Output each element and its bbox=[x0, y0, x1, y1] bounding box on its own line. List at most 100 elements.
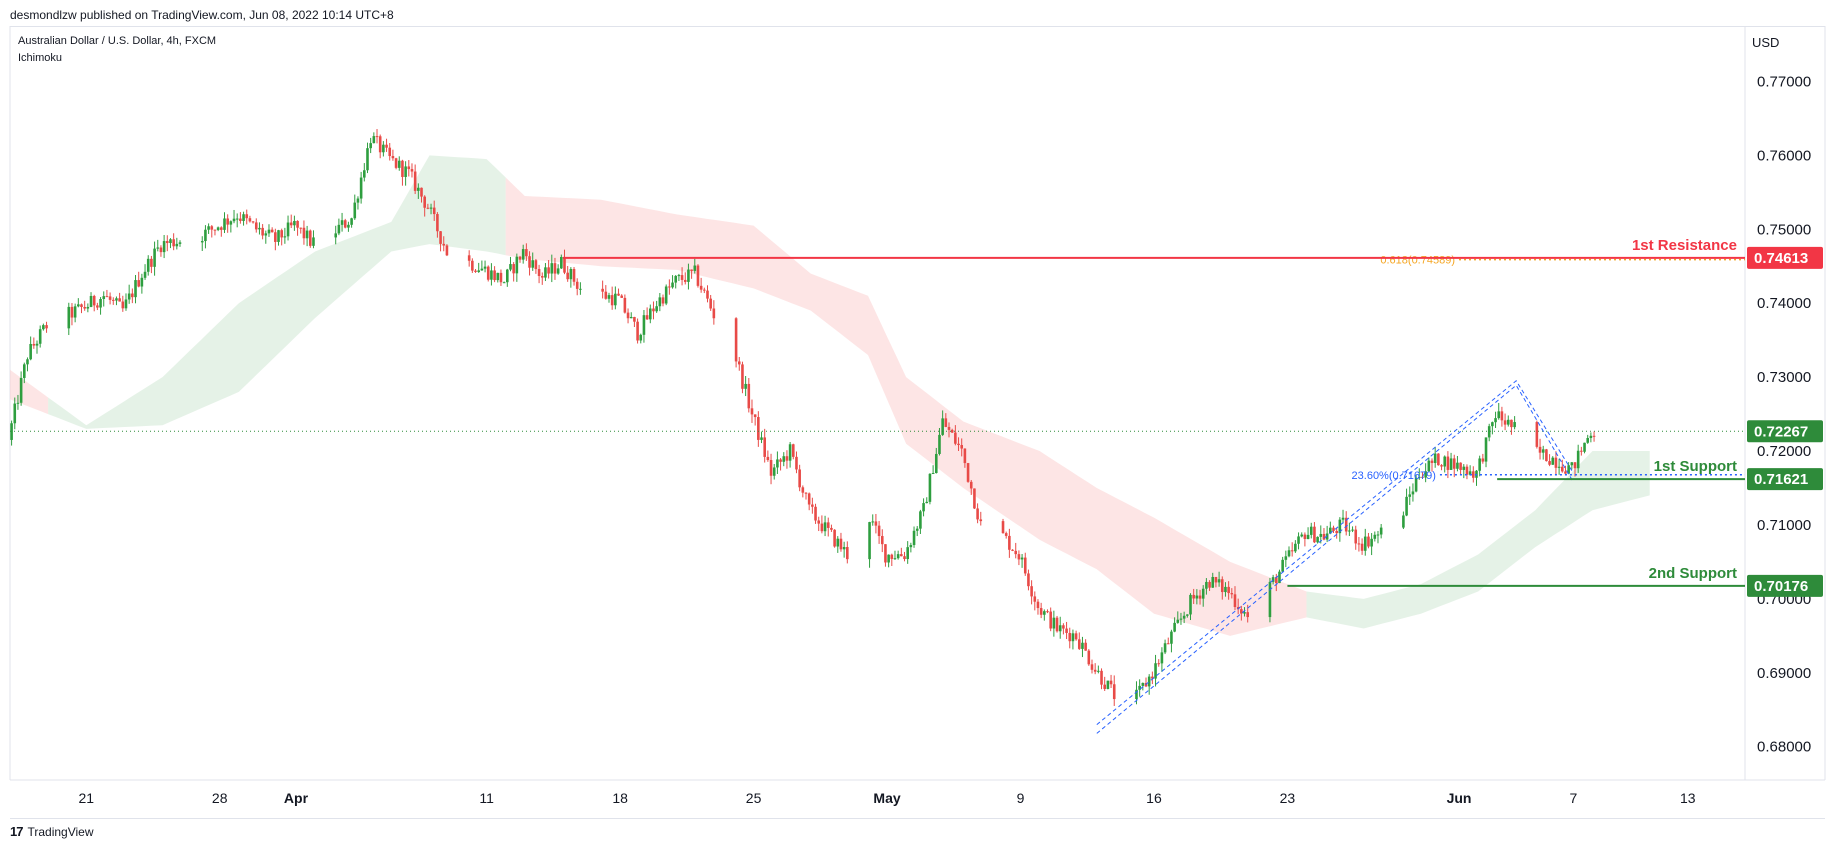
candle-body bbox=[486, 266, 490, 280]
candle-body bbox=[70, 306, 74, 318]
candle-body bbox=[296, 220, 299, 228]
candle-body bbox=[671, 282, 674, 288]
candle-body bbox=[254, 222, 258, 230]
candle-body bbox=[1430, 460, 1434, 463]
candle-body bbox=[280, 230, 283, 238]
candle-body bbox=[1135, 689, 1138, 700]
candle-body bbox=[1294, 543, 1297, 552]
candle-body bbox=[960, 445, 964, 449]
candle-body bbox=[1325, 533, 1329, 540]
candle-body bbox=[1411, 491, 1415, 495]
candle-body bbox=[817, 520, 821, 524]
candle-body bbox=[388, 147, 392, 157]
candle-body bbox=[1023, 557, 1027, 574]
candle-body bbox=[677, 275, 681, 277]
candle-body bbox=[801, 487, 805, 493]
candle-body bbox=[1363, 536, 1367, 551]
candle-body bbox=[623, 297, 627, 313]
candle-body bbox=[302, 227, 306, 239]
candle-body bbox=[172, 239, 175, 247]
price-tick-label: 0.77000 bbox=[1757, 73, 1811, 90]
candle-body bbox=[744, 383, 747, 389]
candle-body bbox=[86, 306, 90, 309]
candle-body bbox=[477, 270, 481, 272]
candle-body bbox=[499, 272, 503, 283]
candle-body bbox=[363, 170, 366, 178]
candle-body bbox=[1506, 419, 1510, 425]
tradingview-brand[interactable]: 17 TradingView bbox=[10, 824, 94, 839]
candle-body bbox=[1087, 650, 1091, 665]
price-tick-label: 0.73000 bbox=[1757, 369, 1811, 386]
candle-body bbox=[1408, 494, 1412, 497]
candle-body bbox=[890, 554, 894, 559]
candle-body bbox=[1297, 536, 1300, 544]
annotations: 23.60%(0.71679) 0.618(0.74589) 1st Resista… bbox=[10, 237, 1745, 734]
candle-body bbox=[1589, 435, 1593, 439]
candle-body bbox=[200, 241, 204, 243]
candle-body bbox=[798, 469, 801, 488]
candle-body bbox=[1077, 639, 1081, 649]
candle-body bbox=[1246, 612, 1249, 618]
candle-body bbox=[757, 417, 760, 440]
candle-body bbox=[842, 547, 846, 550]
candle-body bbox=[220, 227, 223, 230]
candle-body bbox=[807, 493, 811, 505]
price-tick-label: 0.71000 bbox=[1757, 517, 1811, 534]
price-chart[interactable]: 23.60%(0.71679) 0.618(0.74589) 1st Resista… bbox=[0, 0, 1834, 820]
candle-body bbox=[877, 525, 881, 537]
cloud-segment bbox=[10, 369, 49, 415]
candle-body bbox=[245, 214, 249, 219]
candle-body bbox=[29, 343, 32, 360]
candle-body bbox=[1240, 609, 1243, 614]
candle-body bbox=[1300, 534, 1304, 537]
price-badge bbox=[1747, 468, 1823, 491]
candle-body bbox=[1567, 465, 1570, 474]
candle-body bbox=[903, 556, 906, 560]
candle-body bbox=[760, 437, 763, 440]
candle-body bbox=[1243, 612, 1246, 614]
candle-body bbox=[439, 231, 442, 244]
candle-body bbox=[629, 316, 633, 319]
candle-body bbox=[1535, 422, 1539, 447]
candle-body bbox=[912, 530, 916, 546]
candle-body bbox=[782, 456, 786, 462]
candle-body bbox=[35, 343, 39, 346]
candle-body bbox=[1154, 663, 1157, 679]
candle-body bbox=[1357, 543, 1361, 545]
candle-body bbox=[1195, 595, 1199, 599]
candle-body bbox=[1151, 676, 1154, 679]
candle-body bbox=[1065, 628, 1068, 633]
candle-body bbox=[769, 460, 773, 476]
candle-body bbox=[1309, 526, 1313, 535]
candle-body bbox=[906, 547, 909, 560]
candle-body bbox=[1513, 422, 1516, 428]
candle-body bbox=[1456, 462, 1459, 469]
candle-body bbox=[92, 295, 96, 306]
candle-body bbox=[140, 277, 144, 287]
candle-body bbox=[1068, 632, 1072, 642]
candle-body bbox=[1081, 642, 1084, 649]
frame-bottom-divider bbox=[10, 818, 1825, 819]
candle-body bbox=[10, 423, 13, 440]
candle-body bbox=[620, 295, 623, 298]
candle-body bbox=[96, 305, 99, 308]
candle-body bbox=[1560, 466, 1564, 472]
candle-body bbox=[560, 256, 563, 269]
candle-body bbox=[553, 263, 557, 274]
candle-body bbox=[531, 260, 535, 268]
candle-body bbox=[734, 318, 738, 362]
candle-body bbox=[909, 545, 913, 548]
time-tick-label: 13 bbox=[1680, 790, 1696, 806]
time-tick-label: 18 bbox=[612, 790, 628, 806]
candle-body bbox=[703, 289, 706, 291]
candle-body bbox=[569, 269, 573, 280]
candle-body bbox=[931, 473, 935, 475]
candle-body bbox=[788, 444, 792, 461]
candle-body bbox=[706, 290, 709, 299]
candle-body bbox=[1414, 477, 1418, 492]
candle-body bbox=[1570, 462, 1574, 466]
candle-body bbox=[226, 218, 229, 225]
candle-body bbox=[1481, 458, 1485, 462]
candle-body bbox=[1417, 476, 1421, 478]
candle-body bbox=[169, 239, 172, 244]
